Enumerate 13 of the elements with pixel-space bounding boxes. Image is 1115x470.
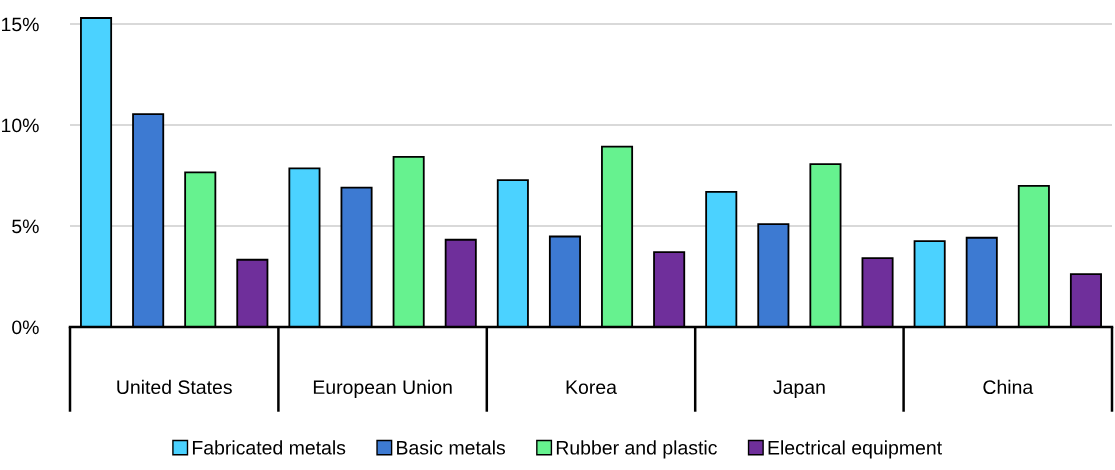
legend-label: Electrical equipment	[768, 440, 942, 459]
x-tick-label: European Union	[313, 379, 452, 398]
x-tick-label: China	[983, 379, 1034, 395]
legend-label: Rubber and plastic	[556, 440, 717, 459]
y-tick-label: 0%	[12, 320, 39, 335]
y-tick-label: 15%	[2, 17, 39, 32]
y-tick-label: 10%	[2, 118, 39, 133]
x-tick-label: United States	[117, 379, 232, 395]
y-tick-label: 5%	[12, 219, 39, 234]
x-tick-label: Korea	[566, 380, 617, 395]
legend-label: Fabricated metals	[192, 440, 346, 455]
x-tick-label: Japan	[773, 380, 825, 398]
legend-label: Basic metals	[397, 440, 506, 455]
